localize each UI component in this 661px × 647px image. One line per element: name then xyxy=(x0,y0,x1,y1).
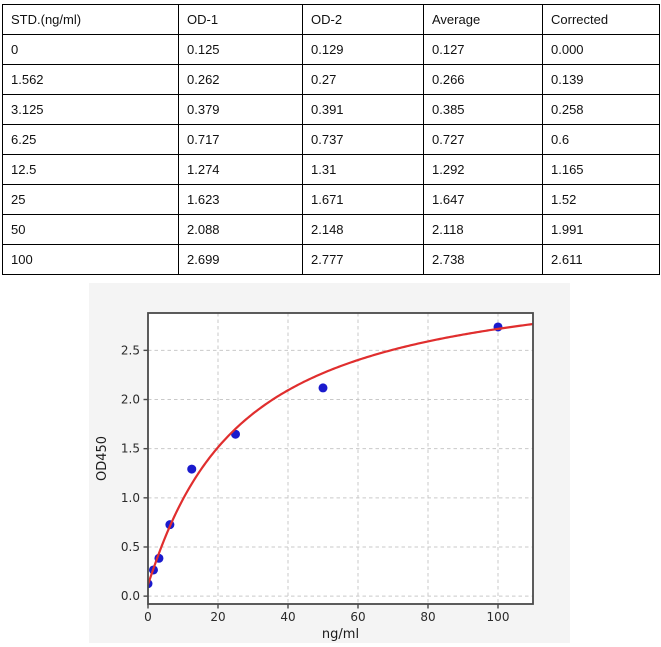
y-axis-label: OD450 xyxy=(95,436,110,481)
table-row: 1.562 0.262 0.27 0.266 0.139 xyxy=(2,64,660,95)
x-tick-label: 100 xyxy=(487,610,510,624)
table-cell: 3.125 xyxy=(2,94,179,125)
table-cell: 0.385 xyxy=(423,94,543,125)
table-cell: 0.139 xyxy=(542,64,660,95)
table-cell: 2.738 xyxy=(423,244,543,275)
table-cell: 0.262 xyxy=(178,64,303,95)
table-cell: 1.52 xyxy=(542,184,660,215)
y-tick-label: 1.5 xyxy=(121,442,140,456)
table-cell: 0.391 xyxy=(302,94,424,125)
table-cell: 0.717 xyxy=(178,124,303,155)
column-header: STD.(ng/ml) xyxy=(2,4,179,35)
table-cell: 0.125 xyxy=(178,34,303,65)
standard-curve-plot: 0 20 40 60 80 100 0.0 0.5 1.0 1.5 2.0 2.5 ng/ml OD450 xyxy=(95,312,534,642)
table-row: 50 2.088 2.148 2.118 1.991 xyxy=(2,214,660,245)
table-cell: 2.148 xyxy=(302,214,424,245)
table-row: 25 1.623 1.671 1.647 1.52 xyxy=(2,184,660,215)
table-cell: 0.000 xyxy=(542,34,660,65)
column-header: Average xyxy=(423,4,543,35)
column-header: OD-1 xyxy=(178,4,303,35)
data-point xyxy=(318,383,328,393)
table-cell: 0.737 xyxy=(302,124,424,155)
table-cell: 25 xyxy=(2,184,179,215)
plot-area xyxy=(148,313,533,604)
table-cell: 1.165 xyxy=(542,154,660,185)
table-cell: 2.118 xyxy=(423,214,543,245)
y-tick-label: 2.5 xyxy=(121,343,140,357)
x-tick-label: 0 xyxy=(144,610,152,624)
table-cell: 12.5 xyxy=(2,154,179,185)
table-cell: 0.727 xyxy=(423,124,543,155)
table-cell: 2.777 xyxy=(302,244,424,275)
table-cell: 0.27 xyxy=(302,64,424,95)
table-cell: 0 xyxy=(2,34,179,65)
table-cell: 1.647 xyxy=(423,184,543,215)
table-cell: 1.562 xyxy=(2,64,179,95)
y-tick-label: 0.0 xyxy=(121,589,140,603)
table-cell: 1.31 xyxy=(302,154,424,185)
table-cell: 0.258 xyxy=(542,94,660,125)
table-cell: 0.127 xyxy=(423,34,543,65)
column-header: Corrected xyxy=(542,4,660,35)
plot-frame xyxy=(147,312,534,605)
table-cell: 2.699 xyxy=(178,244,303,275)
table-cell: 6.25 xyxy=(2,124,179,155)
table-cell: 0.6 xyxy=(542,124,660,155)
data-point xyxy=(187,464,197,474)
table-cell: 1.671 xyxy=(302,184,424,215)
y-tick-label: 2.0 xyxy=(121,393,140,407)
x-axis-label: ng/ml xyxy=(322,627,359,642)
table-row: 6.25 0.717 0.737 0.727 0.6 xyxy=(2,124,660,155)
table-cell: 1.292 xyxy=(423,154,543,185)
table-cell: 0.379 xyxy=(178,94,303,125)
column-header: OD-2 xyxy=(302,4,424,35)
x-tick-label: 60 xyxy=(350,610,365,624)
table-cell: 2.088 xyxy=(178,214,303,245)
table-cell: 50 xyxy=(2,214,179,245)
table-row: 100 2.699 2.777 2.738 2.611 xyxy=(2,244,660,275)
table-row: 12.5 1.274 1.31 1.292 1.165 xyxy=(2,154,660,185)
standards-table: STD.(ng/ml) OD-1 OD-2 Average Corrected 0 0.1… xyxy=(2,4,660,275)
fit-curve xyxy=(148,322,533,585)
x-tick-label: 40 xyxy=(280,610,295,624)
standard-curve-figure: 0 20 40 60 80 100 0.0 0.5 1.0 1.5 2.0 2.5 ng/ml OD450 xyxy=(89,283,570,643)
x-tick-label: 20 xyxy=(210,610,225,624)
table-cell: 1.274 xyxy=(178,154,303,185)
y-tick-label: 1.0 xyxy=(121,491,140,505)
table-row: 3.125 0.379 0.391 0.385 0.258 xyxy=(2,94,660,125)
table-cell: 100 xyxy=(2,244,179,275)
table-cell: 1.991 xyxy=(542,214,660,245)
table-body: 0 0.125 0.129 0.127 0.000 1.562 0.262 0.27 0.266… xyxy=(2,34,660,275)
table-cell: 1.623 xyxy=(178,184,303,215)
x-tick-label: 80 xyxy=(420,610,435,624)
table-cell: 0.129 xyxy=(302,34,424,65)
table-cell: 2.611 xyxy=(542,244,660,275)
table-header-row: STD.(ng/ml) OD-1 OD-2 Average Corrected xyxy=(2,4,660,35)
table-cell: 0.266 xyxy=(423,64,543,95)
y-tick-label: 0.5 xyxy=(121,540,140,554)
table-row: 0 0.125 0.129 0.127 0.000 xyxy=(2,34,660,65)
